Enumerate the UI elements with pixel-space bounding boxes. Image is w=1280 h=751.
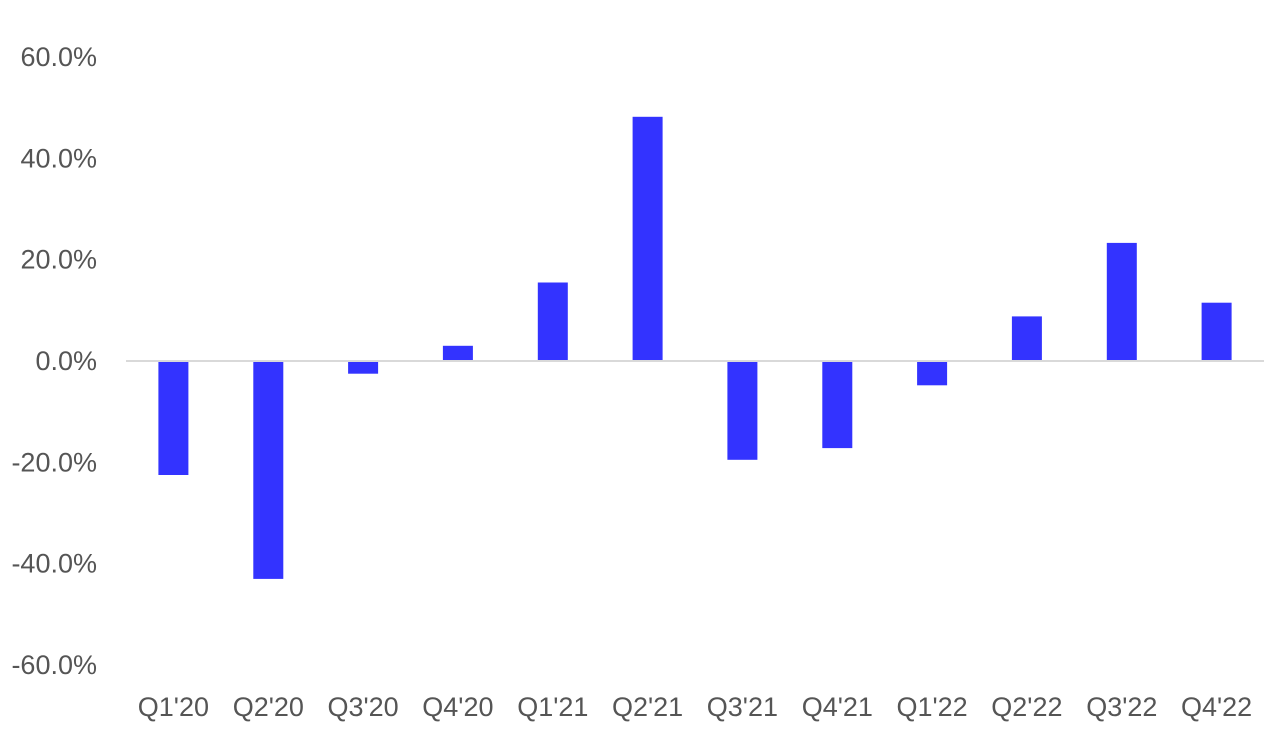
y-tick-label: 60.0% bbox=[20, 42, 97, 72]
y-tick-label: 0.0% bbox=[35, 346, 97, 376]
bar bbox=[632, 116, 663, 361]
bar bbox=[1106, 242, 1137, 361]
y-tick-label: -40.0% bbox=[11, 549, 97, 579]
bars bbox=[158, 116, 1232, 579]
x-tick-label: Q4'22 bbox=[1181, 692, 1252, 722]
x-tick-label: Q1'20 bbox=[138, 692, 209, 722]
bar bbox=[1011, 316, 1042, 361]
y-axis: 60.0% 40.0% 20.0% 0.0% -20.0% -40.0% -60.0% bbox=[11, 42, 97, 680]
y-tick-label: 40.0% bbox=[20, 143, 97, 173]
bar bbox=[253, 361, 284, 579]
y-tick-label: -20.0% bbox=[11, 447, 97, 477]
bar bbox=[442, 345, 473, 361]
x-tick-label: Q2'20 bbox=[233, 692, 304, 722]
y-tick-label: 20.0% bbox=[20, 245, 97, 275]
bar bbox=[1201, 302, 1232, 361]
x-axis: Q1'20 Q2'20 Q3'20 Q4'20 Q1'21 Q2'21 Q3'21 Q4'21… bbox=[138, 692, 1252, 722]
x-tick-label: Q4'20 bbox=[422, 692, 493, 722]
x-tick-label: Q3'22 bbox=[1086, 692, 1157, 722]
x-tick-label: Q1'22 bbox=[896, 692, 967, 722]
bar bbox=[822, 361, 853, 449]
y-tick-label: -60.0% bbox=[11, 650, 97, 680]
x-tick-label: Q1'21 bbox=[517, 692, 588, 722]
bar bbox=[727, 361, 758, 460]
bar bbox=[537, 282, 568, 361]
x-tick-label: Q3'21 bbox=[707, 692, 778, 722]
x-tick-label: Q3'20 bbox=[327, 692, 398, 722]
x-tick-label: Q2'22 bbox=[991, 692, 1062, 722]
bar bbox=[348, 361, 379, 374]
bar bbox=[917, 361, 948, 386]
bar bbox=[158, 361, 189, 475]
x-tick-label: Q4'21 bbox=[802, 692, 873, 722]
x-tick-label: Q2'21 bbox=[612, 692, 683, 722]
